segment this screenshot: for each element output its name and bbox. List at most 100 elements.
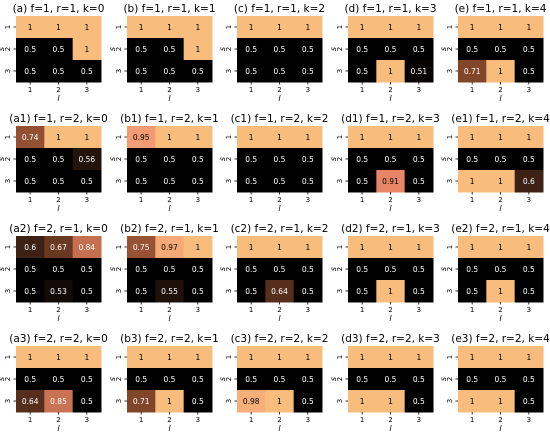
cell-value-label: 0.5 (302, 375, 314, 384)
cell-value-label: 0.5 (192, 397, 204, 406)
x-tick-label: 1 (470, 306, 474, 314)
cell-value-label: 0.53 (50, 287, 67, 296)
heatmap-cell (293, 60, 323, 83)
heatmap-cell (404, 16, 434, 39)
cell-value-label: 0.5 (385, 155, 397, 164)
y-tick-label: 1 (115, 135, 123, 139)
heatmap-cell (127, 126, 156, 149)
cell-value-label: 1 (195, 133, 200, 142)
heatmap-cell (72, 60, 102, 83)
cell-value-label: 0.5 (466, 265, 478, 274)
heatmap-cell (404, 280, 434, 303)
x-tick-label: 1 (28, 86, 32, 94)
cell-value-label: 0.5 (274, 155, 286, 164)
x-tick-label: 3 (306, 196, 310, 204)
cell-value-label: 0.5 (81, 67, 93, 76)
cell-value-label: 0.91 (382, 177, 399, 186)
heatmap-cell (16, 126, 45, 149)
x-axis-label: l (499, 94, 502, 103)
cell-value-label: 0.5 (523, 397, 535, 406)
cell-value-label: 0.5 (356, 375, 368, 384)
heatmap-cells: 1 1 1 0.5 0.5 0.5 0.5 0.5 0.5 (237, 126, 323, 193)
y-tick-label: 2 (4, 47, 12, 51)
panel-title: (b3) f=2, r=2, k=1 (120, 333, 219, 345)
heatmap-cell (376, 280, 406, 303)
x-tick-label: 3 (85, 416, 89, 424)
heatmap-cell (348, 236, 377, 259)
y-tick-label: 1 (4, 355, 12, 359)
y-tick-label: 3 (336, 289, 344, 293)
cell-value-label: 0.75 (133, 243, 150, 252)
heatmap-cell (458, 170, 487, 193)
heatmap-cell (514, 280, 544, 303)
x-axis-label: l (499, 314, 502, 323)
x-tick-label: 1 (360, 196, 364, 204)
cell-value-label: 0.55 (161, 287, 178, 296)
heatmap-cell (183, 258, 213, 281)
y-axis-label: s (108, 157, 117, 161)
heatmap-cell (514, 148, 544, 171)
y-tick-label: 1 (225, 25, 233, 29)
heatmap-cell (44, 38, 74, 61)
heatmap-cell (127, 236, 156, 259)
cell-value-label: 0.5 (302, 287, 314, 296)
heatmap-cells: 1 1 1 0.5 0.5 1 0.5 0.5 0.5 (16, 16, 102, 83)
heatmap-cell (486, 236, 516, 259)
cell-value-label: 0.5 (413, 155, 425, 164)
cell-value-label: 0.5 (164, 45, 176, 54)
heatmap-cell (183, 346, 213, 369)
heatmap-cell (514, 368, 544, 391)
cell-value-label: 1 (416, 133, 421, 142)
cell-value-label: 1 (305, 133, 310, 142)
cell-value-label: 1 (167, 133, 172, 142)
heatmap-cell (458, 346, 487, 369)
cell-value-label: 1 (526, 353, 531, 362)
heatmap-cell (183, 60, 213, 83)
heatmap-cell (155, 148, 185, 171)
y-tick-label: 1 (336, 25, 344, 29)
x-tick-label: 1 (360, 416, 364, 424)
heatmap-cell (183, 390, 213, 413)
y-tick-label: 3 (225, 289, 233, 293)
cell-value-label: 1 (416, 23, 421, 32)
x-tick-label: 3 (306, 416, 310, 424)
x-tick-label: 2 (56, 416, 60, 424)
heatmap-panel: (b2) f=2, r=1, k=10.75 0.97 10.5 0.5 0.50.5 0… (108, 223, 219, 323)
cell-value-label: 1 (360, 243, 365, 252)
x-tick-label: 3 (85, 86, 89, 94)
cell-value-label: 1 (167, 23, 172, 32)
y-tick-label: 3 (446, 289, 454, 293)
heatmap-cell (183, 236, 213, 259)
heatmap-cell (183, 16, 213, 39)
cell-value-label: 0.5 (302, 45, 314, 54)
heatmap-cell (237, 126, 266, 149)
heatmap-cell (237, 346, 266, 369)
y-axis-label: s (0, 47, 6, 51)
panel-title: (c2) f=2, r=1, k=2 (231, 223, 329, 235)
heatmap-cell (183, 126, 213, 149)
cell-value-label: 1 (388, 67, 393, 76)
y-tick-label: 1 (336, 355, 344, 359)
cell-value-label: 1 (470, 397, 475, 406)
cell-value-label: 0.5 (523, 375, 535, 384)
heatmap-cell (44, 60, 74, 83)
x-tick-label: 3 (306, 306, 310, 314)
heatmap-cells: 1 1 1 0.5 0.5 0.5 1 1 0.5 (458, 346, 544, 413)
cell-value-label: 0.5 (302, 397, 314, 406)
cell-value-label: 0.5 (245, 287, 257, 296)
y-axis-label: s (0, 267, 6, 271)
y-tick-label: 2 (115, 267, 123, 271)
heatmap-panel: (c3) f=2, r=2, k=2 1 1 1 0.5 0.5 0.5 0.98 1 0.5 1 2… (218, 333, 328, 433)
cell-value-label: 0.5 (413, 375, 425, 384)
heatmap-cell (72, 280, 102, 303)
cell-value-label: 1 (388, 287, 393, 296)
panel-title: (a1) f=1, r=2, k=0 (9, 113, 108, 125)
heatmap-cell (16, 38, 45, 61)
x-tick-label: 2 (167, 86, 171, 94)
cell-value-label: 0.5 (164, 155, 176, 164)
x-axis-label: l (57, 94, 60, 103)
heatmap-cell (514, 346, 544, 369)
heatmap-cell (155, 368, 185, 391)
cell-value-label: 0.5 (413, 287, 425, 296)
y-tick-label: 1 (4, 25, 12, 29)
